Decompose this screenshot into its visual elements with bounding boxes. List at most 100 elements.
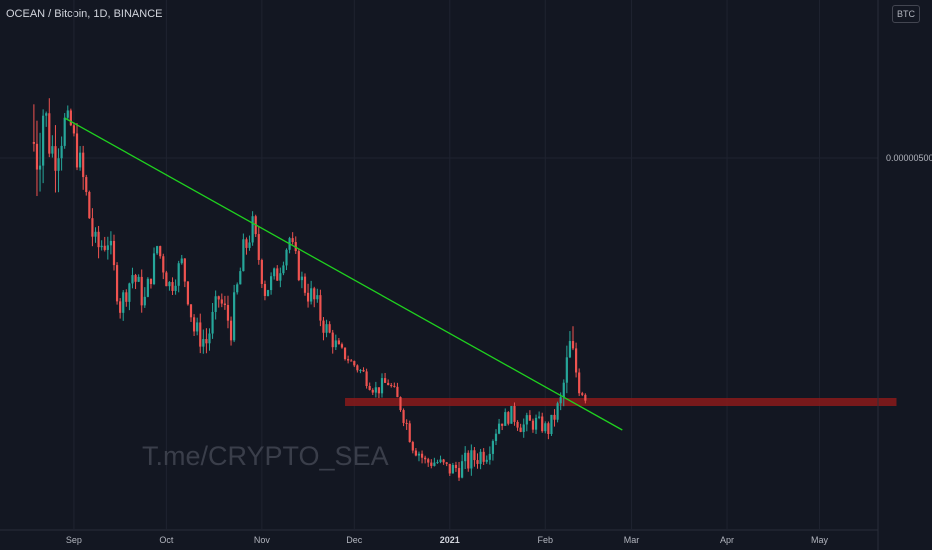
- candle-body: [205, 339, 208, 344]
- candle-body: [467, 452, 470, 469]
- candle-body: [424, 457, 427, 460]
- candle-body: [531, 420, 535, 430]
- candle-body: [525, 415, 528, 425]
- candle-body: [242, 239, 245, 272]
- candle-body: [51, 146, 54, 154]
- candle-body: [414, 450, 417, 456]
- candle-body: [146, 278, 149, 297]
- candle-body: [32, 142, 35, 144]
- candle-body: [417, 453, 421, 456]
- candle-body: [171, 282, 174, 291]
- candle-body: [571, 341, 575, 349]
- symbol-title: OCEAN / Bitcoin, 1D, BINANCE: [6, 8, 163, 20]
- candle-body: [402, 410, 405, 423]
- candle-body: [547, 423, 550, 435]
- candle-body: [488, 453, 491, 460]
- candle-body: [291, 238, 294, 243]
- time-tick-label: 2021: [440, 535, 460, 545]
- candle-body: [57, 158, 60, 171]
- candle-body: [473, 450, 476, 461]
- candle-body: [91, 218, 94, 237]
- candle-body: [119, 301, 122, 313]
- candle-body: [183, 258, 186, 282]
- candle-body: [436, 462, 439, 464]
- candle-body: [433, 462, 436, 466]
- candle-body: [374, 387, 377, 393]
- candle-body: [528, 415, 531, 421]
- candle-body: [109, 240, 113, 246]
- candle-body: [461, 461, 464, 478]
- candle-body: [377, 387, 381, 394]
- candle-body: [553, 414, 556, 420]
- time-tick-label: Nov: [254, 535, 271, 545]
- candle-body: [427, 459, 430, 463]
- candle-body: [396, 386, 399, 398]
- candle-body: [270, 276, 273, 291]
- candle-body: [519, 427, 522, 432]
- candle-body: [482, 451, 485, 462]
- candle-body: [538, 416, 541, 418]
- candle-body: [356, 365, 359, 371]
- candle-body: [368, 385, 371, 390]
- candle-body: [390, 385, 393, 387]
- candle-body: [504, 412, 507, 426]
- candle-body: [442, 459, 445, 463]
- candle-body: [516, 421, 519, 428]
- candle-body: [331, 332, 334, 348]
- candle-body: [393, 385, 396, 387]
- candle-body: [223, 303, 226, 305]
- candle-body: [72, 125, 76, 134]
- candle-body: [383, 378, 387, 383]
- candle-body: [497, 423, 501, 434]
- candle-body: [300, 276, 304, 281]
- candle-body: [556, 403, 559, 420]
- candle-body: [408, 423, 411, 443]
- candle-body: [485, 459, 488, 462]
- candle-body: [365, 371, 368, 386]
- candle-body: [156, 246, 159, 254]
- candle-body: [100, 245, 103, 248]
- candle-body: [510, 406, 513, 424]
- candle-body: [217, 296, 220, 300]
- candle-body: [94, 231, 97, 237]
- time-tick-label: Oct: [159, 535, 174, 545]
- candle-body: [140, 276, 143, 306]
- candle-body: [38, 165, 42, 170]
- candle-body: [448, 463, 451, 474]
- candle-body: [66, 110, 69, 118]
- candle-body: [411, 442, 414, 451]
- candle-body: [319, 295, 322, 321]
- candle-body: [214, 296, 217, 312]
- time-tick-label: Sep: [66, 535, 82, 545]
- candle-body: [199, 322, 202, 347]
- candle-body: [306, 292, 310, 302]
- candle-body: [399, 397, 402, 411]
- candle-body: [350, 360, 353, 362]
- candle-body: [334, 340, 337, 348]
- candle-body: [143, 296, 146, 306]
- candle-body: [328, 324, 331, 333]
- candle-body: [137, 276, 140, 282]
- candle-body: [420, 453, 424, 458]
- candle-body: [236, 284, 239, 293]
- candle-body: [186, 281, 190, 305]
- time-tick-label: May: [811, 535, 829, 545]
- candle-body: [353, 361, 356, 366]
- candle-body: [454, 464, 458, 469]
- candle-body: [476, 460, 479, 464]
- candle-body: [513, 406, 516, 422]
- candle-body: [177, 263, 180, 286]
- candle-body: [196, 322, 199, 332]
- candle-body: [208, 333, 211, 344]
- currency-button[interactable]: BTC: [892, 5, 920, 23]
- candle-body: [297, 251, 300, 281]
- candle-body: [180, 258, 183, 264]
- candle-body: [445, 462, 448, 464]
- candle-body: [115, 265, 119, 302]
- candle-body: [568, 341, 572, 358]
- candle-body: [276, 268, 279, 281]
- candle-body: [559, 397, 562, 404]
- candle-body: [565, 357, 568, 383]
- candle-body: [48, 113, 51, 154]
